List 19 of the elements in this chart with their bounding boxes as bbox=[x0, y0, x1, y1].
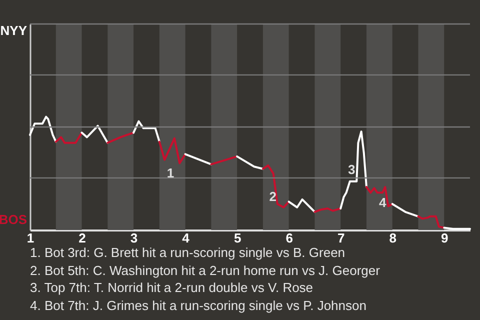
text: NYY bbox=[0, 23, 27, 38]
annotation: 1 bbox=[166, 165, 174, 180]
x-tick-label: 1 bbox=[26, 230, 34, 246]
text: 2. Bot 5th: C. Washington hit a 2-run home run vs J. Georger bbox=[30, 262, 380, 279]
text: BOS bbox=[0, 212, 27, 227]
annotation: 4 bbox=[379, 194, 388, 210]
annotation: 3 bbox=[348, 162, 356, 178]
x-tick-label: 7 bbox=[337, 230, 345, 246]
x-tick-label: 6 bbox=[286, 230, 293, 246]
x-tick-label: 4 bbox=[182, 230, 190, 246]
annotation: 2 bbox=[269, 189, 277, 204]
text: 4. Bot 7th: J. Grimes hit a run-scoring single vs P. Johnson bbox=[30, 296, 368, 314]
x-tick-label: 5 bbox=[234, 230, 242, 246]
x-tick-label: 9 bbox=[441, 230, 448, 246]
x-tick-label: 3 bbox=[130, 230, 138, 246]
x-tick-label: 2 bbox=[78, 230, 86, 246]
x-tick-label: 8 bbox=[389, 230, 396, 246]
text: 3. Top 7th: T. Norrid hit a 2-run double vs V. Rose bbox=[30, 279, 314, 296]
text: 1. Bot 3rd: G. Brett hit a run-scoring single vs B. Green bbox=[30, 244, 346, 262]
